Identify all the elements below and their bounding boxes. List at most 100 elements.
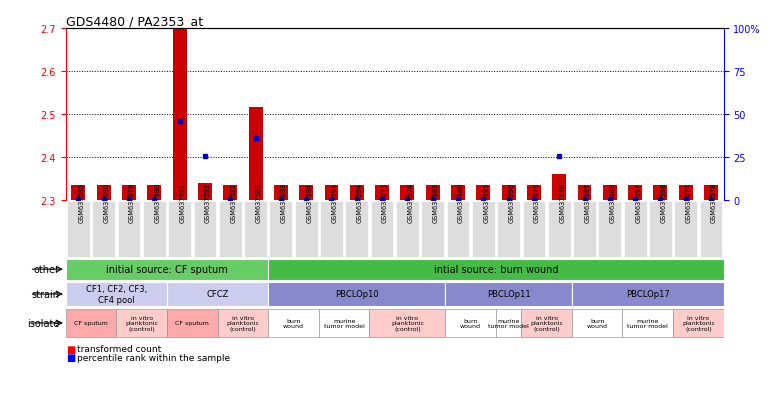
FancyBboxPatch shape — [421, 202, 444, 257]
FancyBboxPatch shape — [624, 202, 646, 257]
FancyBboxPatch shape — [320, 202, 343, 257]
FancyBboxPatch shape — [269, 259, 724, 280]
Bar — [224, 185, 237, 200]
Text: GSM637597: GSM637597 — [635, 182, 641, 222]
FancyBboxPatch shape — [445, 309, 496, 337]
Text: isolate: isolate — [27, 318, 60, 328]
Bar — [553, 175, 566, 200]
Text: GSM637589: GSM637589 — [78, 182, 84, 222]
Text: in vitro
planktonic
(control): in vitro planktonic (control) — [125, 315, 158, 332]
FancyBboxPatch shape — [496, 309, 521, 337]
Bar — [198, 183, 212, 200]
FancyBboxPatch shape — [396, 202, 419, 257]
FancyBboxPatch shape — [445, 282, 572, 306]
Text: in vitro
planktonic
(control): in vitro planktonic (control) — [682, 315, 715, 332]
FancyBboxPatch shape — [522, 202, 546, 257]
Text: burn
wound: burn wound — [283, 318, 304, 329]
Text: PBCLOp11: PBCLOp11 — [487, 290, 530, 299]
Text: GSM637574: GSM637574 — [407, 182, 413, 222]
Text: other: other — [33, 264, 60, 275]
Bar — [324, 185, 338, 200]
Bar — [274, 185, 288, 200]
FancyBboxPatch shape — [167, 282, 269, 306]
Text: strain: strain — [31, 289, 60, 299]
Text: CF sputum: CF sputum — [176, 320, 209, 326]
FancyBboxPatch shape — [472, 202, 495, 257]
Bar — [97, 185, 111, 200]
FancyBboxPatch shape — [673, 309, 724, 337]
FancyBboxPatch shape — [194, 202, 217, 257]
FancyBboxPatch shape — [269, 309, 319, 337]
FancyBboxPatch shape — [700, 202, 722, 257]
FancyBboxPatch shape — [66, 259, 269, 280]
Bar — [71, 185, 85, 200]
Text: CF1, CF2, CF3,
CF4 pool: CF1, CF2, CF3, CF4 pool — [86, 285, 147, 304]
Text: GSM637586: GSM637586 — [458, 182, 464, 222]
FancyBboxPatch shape — [269, 202, 293, 257]
Text: GSM637579: GSM637579 — [129, 182, 135, 222]
Text: CFCZ: CFCZ — [207, 290, 229, 299]
FancyBboxPatch shape — [143, 202, 166, 257]
Bar — [173, 29, 187, 200]
Bar — [375, 185, 389, 200]
Text: in vitro
planktonic
(control): in vitro planktonic (control) — [227, 315, 259, 332]
Bar — [502, 185, 515, 200]
Text: initial source: CF sputum: initial source: CF sputum — [106, 264, 228, 275]
Text: GSM637584: GSM637584 — [307, 182, 312, 222]
Text: GSM637580: GSM637580 — [154, 182, 160, 222]
FancyBboxPatch shape — [598, 202, 622, 257]
FancyBboxPatch shape — [116, 309, 167, 337]
Text: GSM637598: GSM637598 — [660, 182, 666, 222]
Bar — [451, 185, 465, 200]
Bar — [704, 185, 718, 200]
Text: GSM637593: GSM637593 — [331, 182, 337, 222]
FancyBboxPatch shape — [295, 202, 317, 257]
FancyBboxPatch shape — [66, 282, 167, 306]
FancyBboxPatch shape — [118, 202, 140, 257]
FancyBboxPatch shape — [521, 309, 572, 337]
Text: GSM637587: GSM637587 — [584, 182, 591, 222]
FancyBboxPatch shape — [66, 309, 116, 337]
Bar — [300, 185, 313, 200]
Bar — [122, 185, 136, 200]
Text: CF sputum: CF sputum — [74, 320, 108, 326]
FancyBboxPatch shape — [269, 282, 445, 306]
Text: murine
tumor model: murine tumor model — [628, 318, 668, 329]
Text: GSM637581: GSM637581 — [231, 182, 236, 222]
Text: GSM637588: GSM637588 — [610, 182, 616, 222]
FancyBboxPatch shape — [649, 202, 672, 257]
Bar — [679, 185, 693, 200]
Text: GSM637595: GSM637595 — [483, 182, 489, 222]
Text: GSM637575: GSM637575 — [534, 182, 540, 222]
Text: PBCLOp10: PBCLOp10 — [335, 290, 378, 299]
Text: GSM637578: GSM637578 — [711, 182, 717, 222]
FancyBboxPatch shape — [548, 202, 570, 257]
Bar — [653, 185, 667, 200]
Text: intial source: burn wound: intial source: burn wound — [433, 264, 558, 275]
FancyBboxPatch shape — [674, 202, 697, 257]
Text: transformed count: transformed count — [77, 344, 162, 354]
Bar — [147, 185, 161, 200]
Text: burn
wound: burn wound — [587, 318, 608, 329]
Bar — [476, 185, 490, 200]
FancyBboxPatch shape — [369, 309, 445, 337]
Bar — [603, 185, 617, 200]
FancyBboxPatch shape — [622, 309, 673, 337]
Text: in vitro
planktonic
(control): in vitro planktonic (control) — [530, 315, 563, 332]
FancyBboxPatch shape — [217, 309, 269, 337]
Text: percentile rank within the sample: percentile rank within the sample — [77, 353, 231, 362]
Text: GSM637591: GSM637591 — [180, 182, 186, 222]
Text: GSM637596: GSM637596 — [509, 182, 515, 222]
Text: in vitro
planktonic
(control): in vitro planktonic (control) — [391, 315, 424, 332]
Text: GSM637592: GSM637592 — [205, 182, 211, 222]
Text: GSM637577: GSM637577 — [686, 182, 692, 222]
FancyBboxPatch shape — [92, 202, 115, 257]
FancyBboxPatch shape — [447, 202, 469, 257]
Text: murine
tumor model: murine tumor model — [488, 318, 529, 329]
Bar — [527, 185, 541, 200]
FancyBboxPatch shape — [219, 202, 241, 257]
FancyBboxPatch shape — [497, 202, 520, 257]
FancyBboxPatch shape — [371, 202, 393, 257]
Bar — [628, 185, 642, 200]
Text: GSM637576: GSM637576 — [560, 182, 565, 222]
